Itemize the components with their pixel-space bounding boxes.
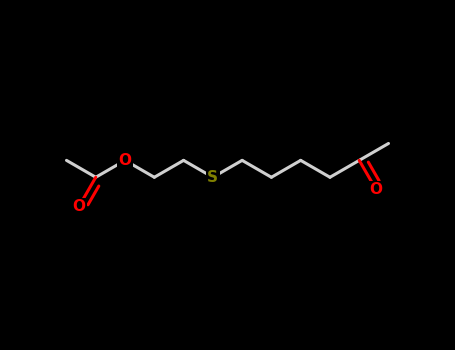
Text: O: O [119, 153, 131, 168]
Text: S: S [207, 170, 218, 185]
Text: O: O [369, 182, 383, 197]
Text: O: O [72, 199, 86, 214]
